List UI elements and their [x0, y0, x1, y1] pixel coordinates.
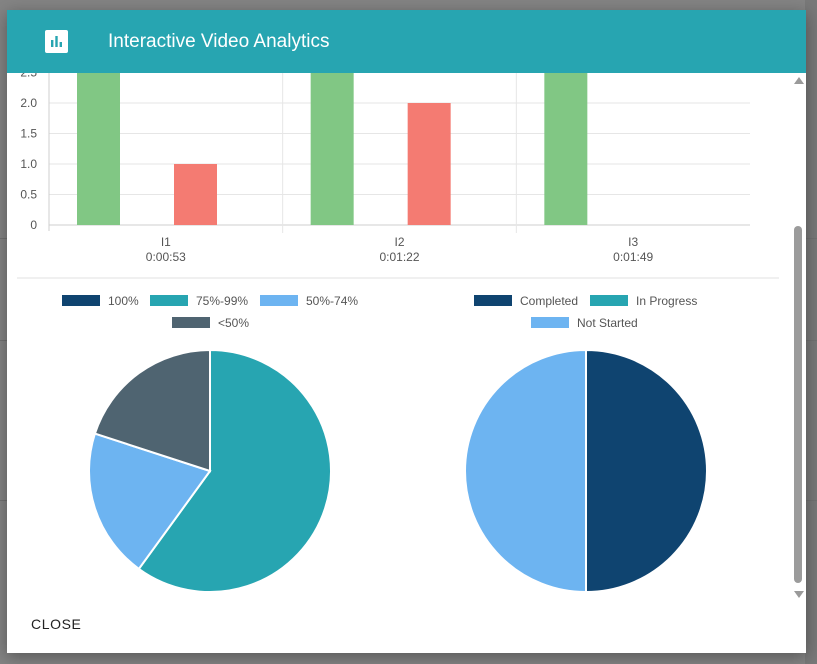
legend-label: In Progress [636, 294, 697, 308]
legend-label: Completed [520, 294, 578, 308]
pie-slice [464, 348, 587, 594]
dialog-body[interactable]: 0 0.5 1.0 1.5 2.0 2.5 I10:00:53 I20:01:22 I30:01… [7, 73, 787, 613]
legend-label: 75%-99% [196, 294, 248, 308]
background-scroll-strip [805, 0, 817, 664]
pie-slice [137, 348, 332, 593]
legend-label: Not Started [577, 316, 638, 330]
dialog-header: Interactive Video Analytics [7, 10, 806, 73]
legend-label: <50% [218, 316, 249, 330]
y-tick-label: 0 [30, 218, 37, 232]
x-tick-label: 0:01:49 [613, 250, 653, 264]
legend-swatch [474, 295, 512, 306]
bar-green [77, 73, 120, 225]
x-tick-label: I3 [628, 235, 638, 249]
bar-red [407, 103, 451, 225]
close-button[interactable]: CLOSE [31, 616, 82, 632]
legend-swatch [531, 317, 569, 328]
legend-label: 50%-74% [306, 294, 358, 308]
legend-swatch [172, 317, 210, 328]
x-tick-label: 0:00:53 [146, 250, 186, 264]
pie-slice [585, 348, 708, 594]
analytics-dialog: Interactive Video Analytics 0 0.5 1.0 1.5 2.… [7, 10, 806, 653]
x-tick-label: I1 [161, 235, 171, 249]
pie-slice [88, 432, 212, 571]
bar-green [310, 73, 354, 225]
y-tick-label: 0.5 [20, 188, 37, 202]
scroll-down-arrow-icon[interactable] [794, 591, 804, 598]
charts-canvas: 0 0.5 1.0 1.5 2.0 2.5 I10:00:53 I20:01:22 I30:01… [17, 73, 779, 594]
legend-label: 100% [108, 294, 139, 308]
legend-swatch [260, 295, 298, 306]
y-tick-label: 1.5 [20, 127, 37, 141]
bar-green [544, 73, 588, 225]
x-tick-label: 0:01:22 [379, 250, 419, 264]
bar-chart-icon [45, 30, 68, 53]
pie-slice [93, 348, 211, 473]
y-tick-label: 2.0 [20, 96, 37, 110]
legend-swatch [150, 295, 188, 306]
bar-red [174, 164, 217, 225]
legend-swatch [590, 295, 628, 306]
scrollbar-thumb[interactable] [794, 226, 802, 583]
x-tick-label: I2 [394, 235, 404, 249]
legend-swatch [62, 295, 100, 306]
dialog-title: Interactive Video Analytics [108, 31, 330, 52]
y-tick-label: 2.5 [20, 73, 37, 80]
scroll-up-arrow-icon[interactable] [794, 77, 804, 84]
y-tick-label: 1.0 [20, 157, 37, 171]
